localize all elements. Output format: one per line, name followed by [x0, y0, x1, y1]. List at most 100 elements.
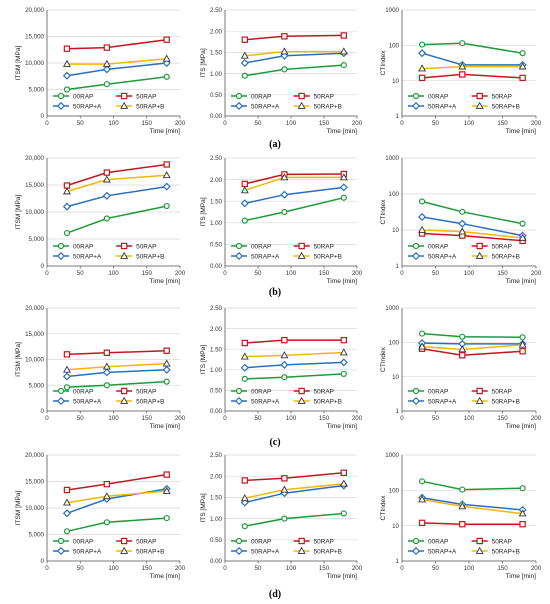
x-tick-label: 100 — [108, 565, 119, 572]
data-point-50RAP+B — [162, 171, 171, 179]
y-tick-label: 2.50 — [210, 452, 223, 459]
x-tick-label: 0 — [400, 415, 404, 422]
series-line-00RAP — [244, 373, 344, 380]
series-line-50RAP — [66, 38, 167, 50]
row-label: (b) — [269, 287, 281, 298]
legend-marker-50RAP+B — [120, 251, 129, 259]
legend-marker-00RAP — [235, 92, 243, 100]
y-tick-label: 2.00 — [210, 177, 223, 184]
y-tick-label: 2.50 — [210, 7, 223, 14]
legend-marker-50RAP+A — [411, 101, 421, 111]
data-point-50RAP+B — [418, 225, 427, 233]
y-tick-label: 20,000 — [25, 155, 44, 162]
y-tick-label: 20,000 — [25, 7, 44, 14]
data-point-50RAP — [241, 180, 248, 188]
data-point-00RAP — [63, 229, 71, 237]
data-point-00RAP — [519, 334, 526, 341]
series-line-50RAP+A — [66, 369, 167, 378]
legend-label-50RAP: 50RAP — [136, 538, 156, 545]
y-tick-label: 1 — [396, 558, 400, 565]
data-point-50RAP+B — [62, 365, 71, 373]
x-tick-label: 50 — [255, 270, 262, 277]
legend-marker-50RAP+A — [234, 396, 244, 406]
x-tick-label: 50 — [255, 565, 262, 572]
data-point-50RAP — [63, 351, 71, 358]
series-line-00RAP — [66, 380, 167, 389]
data-point-50RAP+A — [418, 49, 427, 58]
y-tick-label: 0 — [41, 408, 45, 415]
legend-marker-50RAP — [476, 242, 483, 250]
x-tick-label: 0 — [223, 415, 227, 422]
legend-marker-50RAP+B — [475, 396, 484, 404]
data-point-50RAP+A — [162, 182, 171, 191]
x-tick-label: 200 — [352, 415, 363, 422]
x-tick-label: 50 — [432, 415, 439, 422]
legend-marker-50RAP — [120, 242, 128, 250]
legend-marker-50RAP+B — [120, 396, 129, 404]
series-line-00RAP — [421, 200, 523, 225]
legend-label-50RAP+B: 50RAP+B — [136, 103, 164, 110]
y-tick-label: 2.00 — [210, 28, 223, 35]
y-tick-label: 5,000 — [29, 87, 45, 94]
x-tick-label: 0 — [45, 120, 49, 127]
legend-marker-50RAP+B — [297, 101, 306, 109]
series-line-50RAP+B — [422, 65, 523, 70]
legend-marker-50RAP+B — [120, 101, 129, 109]
data-point-00RAP — [281, 515, 288, 522]
data-point-50RAP+A — [62, 202, 71, 211]
y-tick-label: 2.00 — [210, 473, 223, 480]
data-point-00RAP — [519, 50, 526, 57]
data-point-50RAP+B — [162, 54, 171, 62]
data-point-00RAP — [459, 486, 466, 493]
legend-label-50RAP: 50RAP — [492, 388, 512, 395]
legend-label-00RAP: 00RAP — [251, 538, 271, 545]
x-tick-label: 150 — [142, 120, 153, 127]
x-tick-label: 100 — [286, 565, 297, 572]
data-point-50RAP+A — [62, 509, 71, 518]
data-point-50RAP+B — [62, 59, 71, 67]
chart-b1: 0 5,000 10,000 15,000 20,000 0 50 100 150 200Time… — [15, 155, 186, 285]
legend-label-00RAP: 00RAP — [428, 538, 448, 545]
legend-marker-50RAP+A — [411, 251, 421, 261]
x-tick-label: 50 — [255, 120, 262, 127]
y-tick-label: 1.00 — [210, 516, 223, 523]
x-tick-label: 200 — [175, 270, 186, 277]
x-tick-label: 150 — [497, 120, 508, 127]
y-tick-label: 1 — [396, 113, 400, 120]
legend-marker-50RAP — [298, 537, 305, 545]
x-tick-label: 200 — [531, 565, 542, 572]
legend-label-50RAP+B: 50RAP+B — [314, 398, 342, 405]
legend-label-00RAP: 00RAP — [428, 93, 448, 100]
y-tick-label: 20,000 — [25, 452, 44, 459]
legend-marker-50RAP — [120, 537, 128, 545]
y-tick-label: 0 — [41, 263, 45, 270]
chart-c1: 0 5,000 10,000 15,000 20,000 0 50 100 150 200Time… — [15, 305, 186, 430]
x-axis-label: Time [min] — [326, 278, 357, 285]
legend-label-50RAP+B: 50RAP+B — [314, 103, 342, 110]
x-tick-label: 150 — [497, 415, 508, 422]
legend-marker-50RAP — [120, 92, 128, 100]
data-point-00RAP — [163, 514, 170, 522]
x-axis-label: Time [min] — [149, 423, 180, 430]
data-point-00RAP — [103, 81, 110, 88]
data-point-00RAP — [163, 202, 170, 210]
series-line-50RAP+B — [422, 344, 523, 351]
legend-label-00RAP: 00RAP — [73, 93, 93, 100]
y-tick-label: 10,000 — [25, 60, 44, 67]
data-point-50RAP+B — [280, 173, 289, 181]
legend-marker-50RAP — [120, 387, 128, 395]
y-tick-label: 10,000 — [25, 209, 44, 216]
x-tick-label: 0 — [223, 565, 227, 572]
y-axis-label: ITSM [MPa] — [15, 490, 22, 525]
x-axis-label: Time [min] — [505, 128, 536, 135]
legend-marker-50RAP+A — [56, 101, 66, 111]
legend-label-50RAP+B: 50RAP+B — [314, 548, 342, 555]
y-tick-label: 1.00 — [210, 367, 223, 374]
legend-marker-50RAP+A — [234, 546, 244, 556]
data-point-50RAP+B — [518, 62, 527, 70]
y-tick-label: 5,000 — [29, 382, 45, 389]
y-tick-label: 0.50 — [210, 92, 223, 99]
data-point-00RAP — [103, 382, 110, 389]
row-label: (c) — [269, 437, 280, 448]
data-point-50RAP+B — [458, 227, 467, 235]
